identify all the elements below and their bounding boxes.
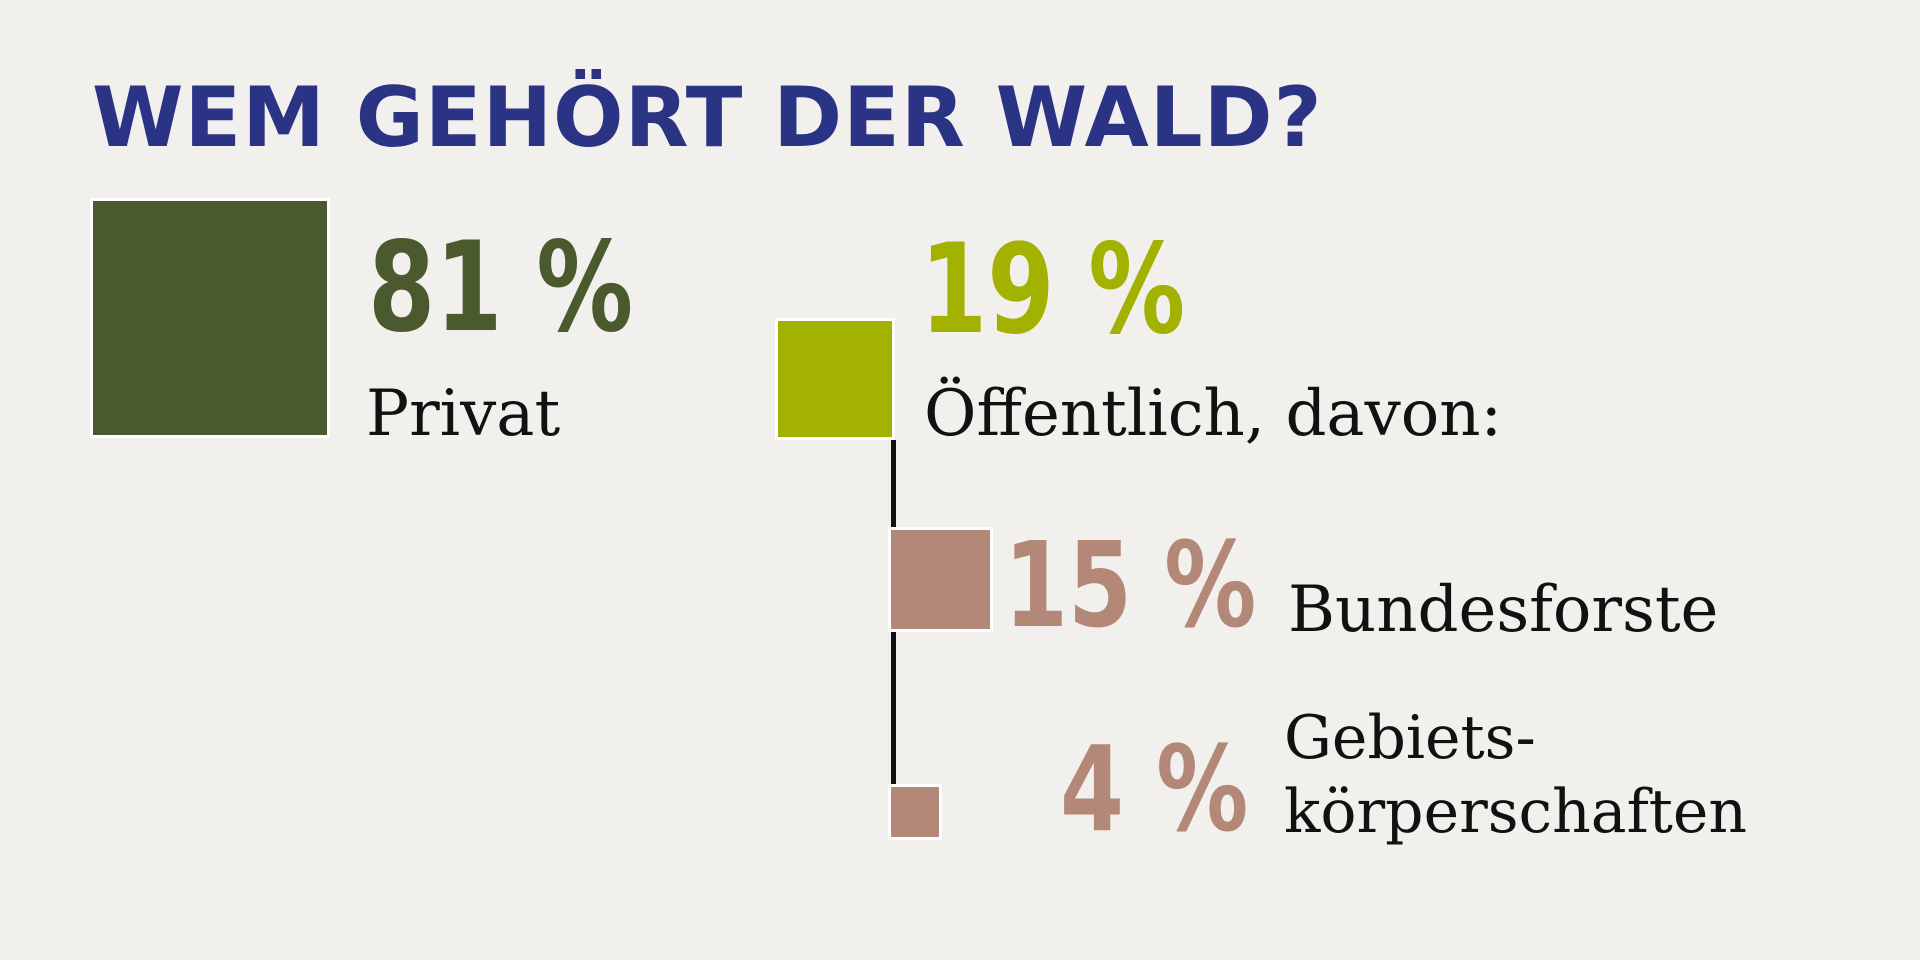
- privat-percentage: 81 %: [368, 216, 634, 360]
- connector-line: [891, 632, 896, 784]
- gebiets-percentage: 4 %: [1060, 720, 1249, 858]
- chart-title: WEM GEHÖRT DER WALD?: [92, 69, 1323, 166]
- oeffentlich-percentage: 19 %: [920, 218, 1186, 362]
- oeffentlich-label: Öffentlich, davon:: [924, 377, 1503, 451]
- bundesforste-label: Bundesforste: [1288, 573, 1719, 647]
- privat-label: Privat: [366, 377, 561, 451]
- privat-square: [90, 198, 330, 438]
- gebiets-square: [888, 784, 942, 840]
- bundesforste-square: [888, 527, 993, 632]
- gebiets-label-line1: Gebiets-: [1284, 703, 1536, 773]
- gebiets-label-line2: körperschaften: [1284, 777, 1748, 847]
- bundesforste-percentage: 15 %: [1004, 516, 1257, 654]
- connector-line: [891, 440, 896, 528]
- oeffentlich-square: [775, 318, 895, 440]
